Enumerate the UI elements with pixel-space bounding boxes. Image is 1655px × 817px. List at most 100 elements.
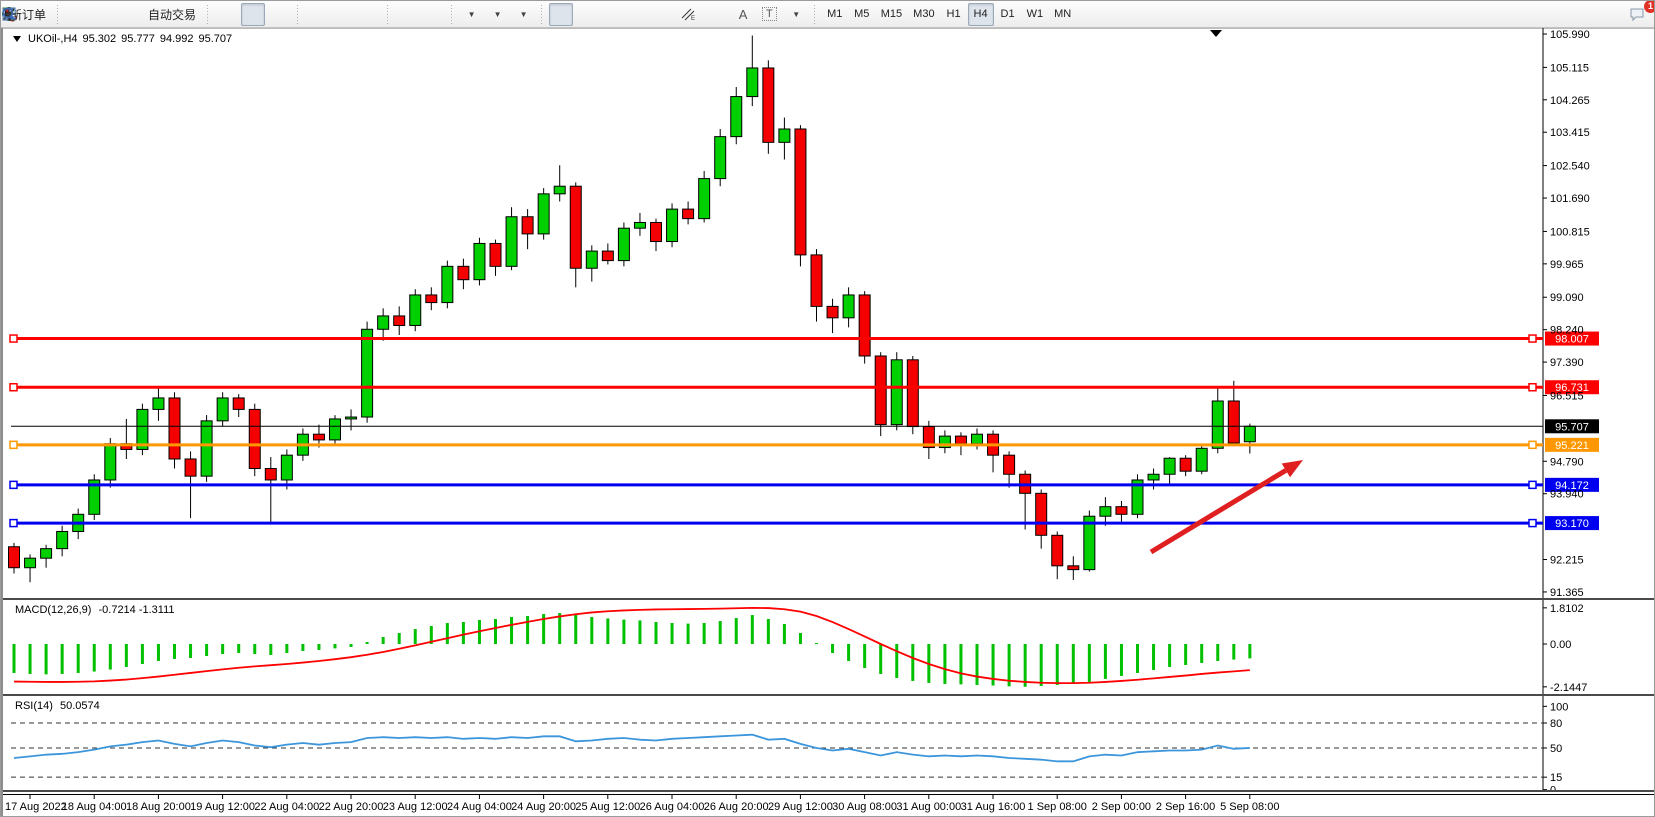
candle-body	[826, 305, 839, 319]
timeframe-m30[interactable]: M30	[913, 8, 935, 20]
hline-left-handle[interactable]	[9, 382, 18, 392]
timeframe-h4[interactable]: H4	[967, 2, 994, 26]
hline-left-handle[interactable]	[9, 440, 18, 450]
macd-bar	[1023, 644, 1027, 687]
tile-windows-button[interactable]	[2, 3, 381, 26]
label-tool-button[interactable]: T	[757, 3, 782, 26]
hline-right-handle[interactable]	[1528, 518, 1537, 528]
candle-body	[184, 458, 197, 477]
macd-bar	[397, 633, 401, 644]
hline-right-handle[interactable]	[1528, 334, 1537, 343]
candles-group	[8, 35, 1256, 583]
candle-body	[1099, 506, 1112, 517]
timeframe-m5[interactable]: M5	[854, 8, 870, 20]
timeframe-m1[interactable]: M1	[827, 8, 843, 20]
price-tick-label: 99.090	[1550, 292, 1584, 304]
candle-body	[425, 294, 438, 304]
candle-body	[858, 294, 871, 357]
candle-body	[890, 359, 903, 426]
chat-button[interactable]: 1	[1628, 1, 1654, 26]
hline-96_731[interactable]	[9, 382, 1543, 392]
panel-splitter[interactable]	[3, 790, 1654, 792]
timeframe-mn[interactable]: MN	[1054, 8, 1072, 20]
candle-body	[136, 408, 149, 450]
candle-body	[633, 221, 646, 229]
search-button[interactable]	[2, 3, 1626, 26]
price-label-text: 95.221	[1555, 440, 1589, 452]
hline-94_172[interactable]	[9, 480, 1543, 490]
zoom-in-button[interactable]	[3, 3, 329, 26]
channel-tool-button[interactable]: E	[679, 3, 703, 26]
hline-93_170[interactable]	[9, 518, 1543, 528]
ohlc-high: 95.777	[121, 33, 155, 45]
chart-shift-marker-icon[interactable]	[1210, 30, 1222, 37]
trendline-tool-button[interactable]	[3, 3, 677, 26]
price-tick-label: 101.690	[1550, 193, 1590, 205]
community-icon-button[interactable]	[2, 3, 141, 26]
collapse-triangle-icon[interactable]	[13, 36, 21, 42]
zoom-out-button[interactable]	[3, 3, 355, 26]
price-tick-label: 93.940	[1550, 489, 1584, 501]
vertical-line-tool-button[interactable]	[8, 3, 625, 26]
trend-arrow-head[interactable]	[1281, 460, 1303, 478]
timeframe-w1[interactable]: W1	[1026, 8, 1044, 20]
candle-body	[971, 433, 983, 445]
macd-bar	[975, 644, 979, 685]
market-watch-icon-button[interactable]	[2, 3, 115, 26]
price-label-box	[1545, 380, 1599, 395]
macd-bar	[526, 616, 530, 644]
hline-right-handle[interactable]	[1528, 480, 1537, 490]
hline-right-handle[interactable]	[1528, 382, 1537, 392]
candle-body	[489, 242, 502, 267]
timeframe-d1[interactable]: D1	[1000, 8, 1015, 20]
trend-arrow[interactable]	[1149, 460, 1303, 555]
macd-bar	[44, 644, 48, 675]
macd-bar	[718, 621, 722, 644]
macd-tick-label: 1.8102	[1550, 603, 1584, 615]
panel-splitter[interactable]	[3, 694, 1654, 696]
chart-step-button[interactable]	[2, 3, 445, 26]
chart-play-button[interactable]	[2, 3, 419, 26]
indicators-button[interactable]: ▼	[2, 3, 483, 26]
trend-arrow-shaft[interactable]	[1149, 468, 1288, 555]
candle-body	[842, 294, 855, 319]
panel-splitter[interactable]	[3, 598, 1654, 600]
autotrading-label: 自动交易	[148, 7, 197, 22]
gold-cube-icon-button[interactable]	[3, 3, 89, 26]
new-order-button[interactable]: 新订单	[10, 7, 47, 22]
autotrading-button[interactable]: 自动交易	[3, 3, 201, 26]
cursor-tool-button[interactable]	[5, 2, 574, 26]
periods-button[interactable]: ▼	[2, 3, 509, 26]
timeframe-m15[interactable]: M15	[880, 8, 903, 20]
shapes-tool-button[interactable]: ▼	[4, 3, 808, 26]
hline-left-handle[interactable]	[9, 518, 18, 528]
hline-left-handle[interactable]	[9, 334, 18, 343]
line-chart-mode-button[interactable]	[2, 3, 291, 26]
hline-95_221[interactable]	[9, 440, 1543, 450]
price-label-text: 96.731	[1555, 382, 1589, 394]
macd-bar	[349, 644, 353, 647]
hline-98_007[interactable]	[9, 334, 1543, 343]
toolbar-grip	[449, 4, 456, 24]
fibonacci-tool-button[interactable]: F	[3, 3, 729, 26]
macd-bar	[221, 644, 225, 654]
candlestick-mode-button[interactable]	[3, 2, 266, 26]
templates-button[interactable]: ▼	[2, 3, 535, 26]
candle-body	[601, 250, 614, 262]
horizontal-line-tool-button[interactable]	[3, 3, 651, 26]
text-tool-button[interactable]: A	[731, 3, 755, 26]
label-tool-t: T	[762, 7, 777, 21]
macd-bar	[156, 644, 160, 661]
hline-right-handle[interactable]	[1528, 440, 1537, 450]
candle-body	[762, 67, 775, 143]
time-tick-label: 26 Aug 20:00	[704, 801, 769, 813]
timeframe-h1[interactable]: H1	[946, 8, 961, 20]
time-tick-label: 18 Aug 20:00	[126, 801, 191, 813]
hline-left-handle[interactable]	[9, 480, 18, 490]
bar-chart-mode-button[interactable]	[2, 3, 239, 26]
macd-bar	[895, 644, 899, 678]
time-tick-label: 2 Sep 16:00	[1156, 801, 1215, 813]
crosshair-tool-button[interactable]	[2, 3, 599, 26]
time-tick-label: 18 Aug 04:00	[62, 801, 127, 813]
